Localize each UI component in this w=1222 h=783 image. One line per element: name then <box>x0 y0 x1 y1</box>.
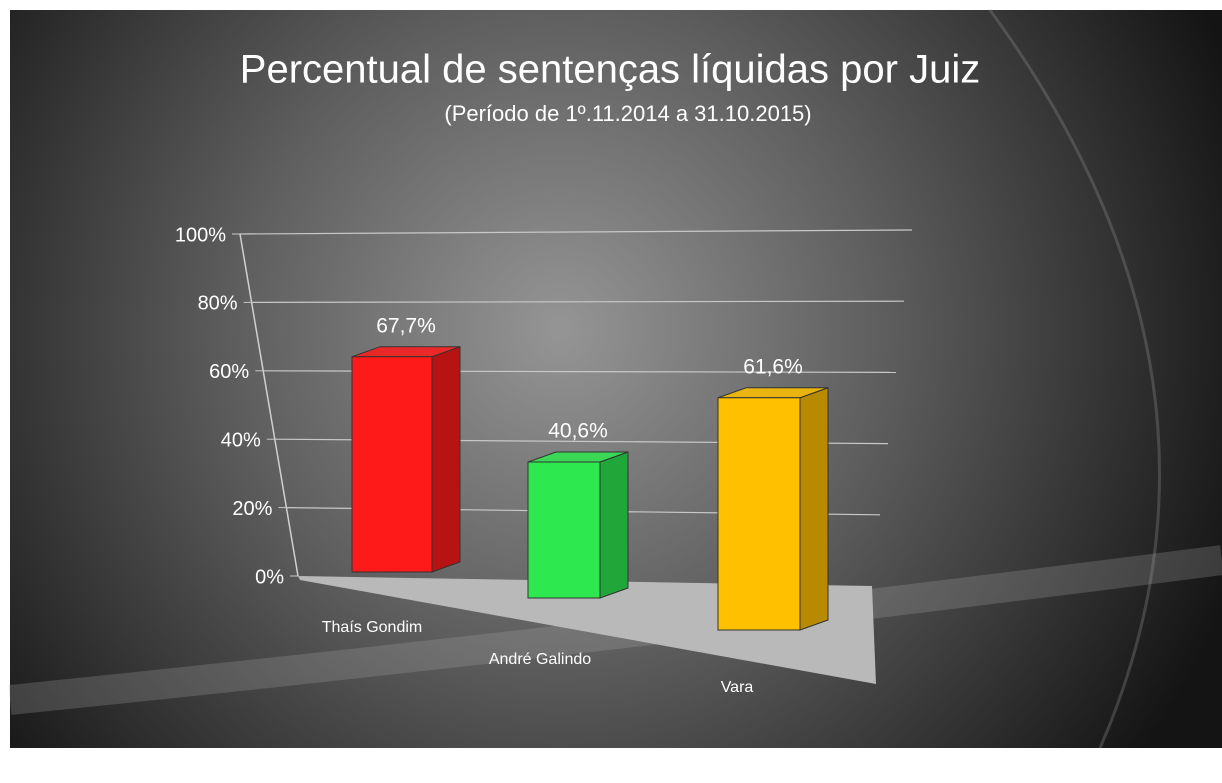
y-tick-label: 0% <box>255 566 284 588</box>
y-tick-label: 20% <box>232 498 272 520</box>
grid-line <box>251 300 905 303</box>
chart-title: Percentual de sentenças líquidas por Jui… <box>240 48 980 92</box>
bar-side <box>431 346 461 573</box>
decor-arc <box>988 9 1162 749</box>
y-axis <box>239 233 299 577</box>
x-tick-label: Thaís Gondim <box>322 619 422 636</box>
y-tick-label: 80% <box>198 293 238 315</box>
value-label: 67,7% <box>376 314 436 337</box>
bar-side <box>799 387 829 631</box>
bar <box>527 461 601 599</box>
y-tick-label: 100% <box>175 224 226 246</box>
y-tick-label: 40% <box>221 429 261 451</box>
bar-side <box>599 451 629 599</box>
x-tick-label: Vara <box>721 679 754 696</box>
value-label: 40,6% <box>548 420 608 443</box>
bar <box>351 356 433 573</box>
bar <box>717 397 801 631</box>
chart-subtitle: (Período de 1º.11.2014 a 31.10.2015) <box>444 101 811 126</box>
y-tick-label: 60% <box>209 361 249 383</box>
value-label: 61,6% <box>743 355 803 378</box>
grid-line <box>239 229 913 235</box>
x-tick-label: André Galindo <box>489 651 591 668</box>
